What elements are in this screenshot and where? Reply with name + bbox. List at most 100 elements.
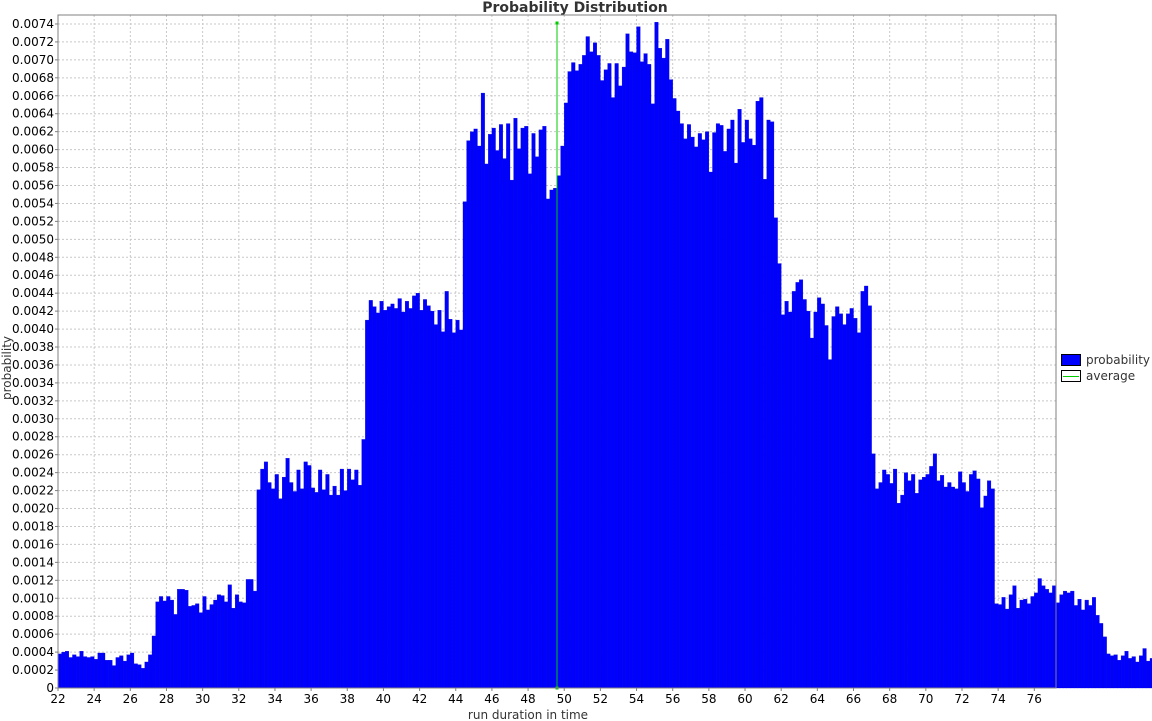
y-tick-label: 0.0034 <box>12 376 54 390</box>
y-axis-ticks: 0 0.0002 0.0004 0.0006 0.0008 0.0010 0.0012 0.0… <box>12 17 58 695</box>
bar <box>401 311 406 689</box>
bar <box>719 125 724 689</box>
bar <box>97 652 102 689</box>
bar <box>737 109 742 689</box>
bar <box>1110 655 1115 689</box>
bar <box>994 603 999 689</box>
x-tick-label: 24 <box>87 692 102 706</box>
bar <box>665 39 670 689</box>
bar <box>679 123 684 689</box>
bar <box>556 175 561 689</box>
bar <box>574 70 579 689</box>
bar <box>141 668 145 689</box>
bar <box>245 579 250 689</box>
bar <box>1023 599 1028 689</box>
bar <box>329 494 333 689</box>
bar <box>397 298 402 689</box>
average-marker-top <box>555 21 559 25</box>
y-tick-label: 0.0002 <box>12 663 54 677</box>
bar <box>122 660 127 689</box>
bar <box>1045 589 1049 689</box>
bar <box>694 146 699 689</box>
bar <box>600 80 605 689</box>
bar <box>690 136 695 689</box>
bar <box>567 71 572 689</box>
bar <box>72 654 77 689</box>
bar <box>325 474 330 689</box>
bar <box>972 470 977 689</box>
bar <box>386 306 391 689</box>
bar <box>632 52 637 689</box>
bar <box>621 66 626 689</box>
bar <box>274 474 279 689</box>
bar <box>809 337 814 689</box>
bar <box>578 64 583 689</box>
bar <box>177 589 182 689</box>
bar <box>506 123 511 689</box>
x-tick-label: 74 <box>991 692 1006 706</box>
bar <box>112 665 117 689</box>
bar <box>878 482 883 689</box>
bar <box>987 480 992 689</box>
bar <box>1048 592 1053 689</box>
x-tick-label: 72 <box>954 692 969 706</box>
bar <box>1113 654 1118 689</box>
bar <box>282 476 286 689</box>
bar <box>813 311 818 689</box>
bar <box>242 602 247 689</box>
y-tick-label: 0.0052 <box>12 214 54 228</box>
bar <box>419 310 424 689</box>
bar <box>914 493 919 689</box>
bar <box>1128 658 1133 689</box>
y-tick-label: 0.0040 <box>12 322 54 336</box>
y-tick-label: 0.0044 <box>12 286 54 300</box>
bar <box>697 133 702 689</box>
bar <box>437 310 442 689</box>
bar <box>734 162 738 689</box>
bar <box>307 465 312 689</box>
bar <box>488 134 493 689</box>
bar <box>495 150 500 689</box>
bar <box>310 487 315 689</box>
bar <box>278 498 283 689</box>
bar <box>853 318 858 689</box>
bar <box>126 654 131 689</box>
bar <box>224 601 229 689</box>
bar <box>900 494 905 689</box>
bar <box>668 79 673 689</box>
bar <box>726 128 731 689</box>
bar <box>491 127 496 689</box>
y-tick-label: 0.0028 <box>12 430 54 444</box>
y-tick-label: 0.0050 <box>12 232 54 246</box>
y-tick-label: 0.0046 <box>12 268 54 282</box>
bar <box>231 607 236 689</box>
y-tick-label: 0.0072 <box>12 35 54 49</box>
bar <box>318 469 323 689</box>
x-tick-label: 48 <box>520 692 535 706</box>
bar <box>206 609 211 689</box>
bar <box>922 476 926 689</box>
bar <box>444 291 449 689</box>
bar <box>1070 590 1075 689</box>
y-tick-label: 0.0062 <box>12 125 54 139</box>
bar <box>1102 636 1107 689</box>
y-tick-label: 0 <box>46 681 54 695</box>
bar <box>296 469 301 689</box>
bar <box>115 657 120 689</box>
bar <box>267 482 272 689</box>
bar <box>882 469 887 689</box>
bar <box>108 660 113 689</box>
bar <box>314 492 319 689</box>
bar <box>365 319 370 689</box>
bar <box>426 305 431 689</box>
bar <box>433 324 438 689</box>
bar <box>271 488 276 689</box>
bar <box>940 475 945 689</box>
y-tick-label: 0.0030 <box>12 412 54 426</box>
bar <box>947 482 952 689</box>
bar <box>929 466 934 689</box>
bar <box>513 118 518 689</box>
bar <box>636 26 641 689</box>
bar <box>184 590 189 689</box>
